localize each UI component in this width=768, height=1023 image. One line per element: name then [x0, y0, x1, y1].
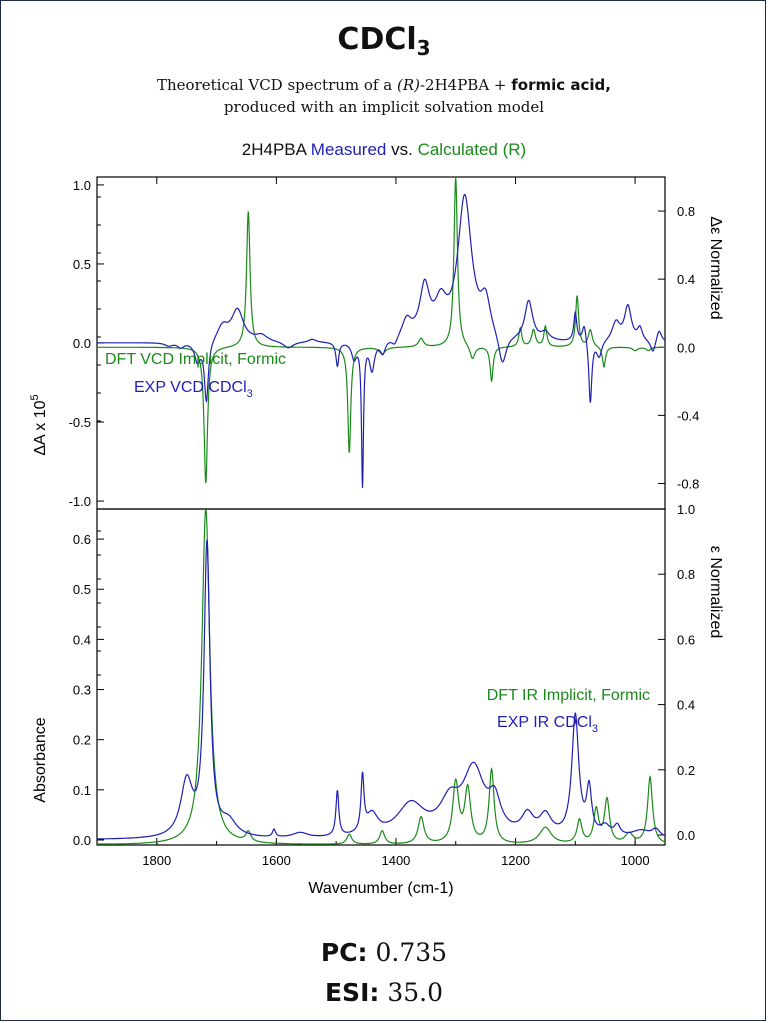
x-axis-label: Wavenumber (cm-1): [308, 880, 453, 897]
subtitle-line-1: Theoretical VCD spectrum of a (R)-2H4PBA…: [157, 76, 611, 94]
vcd-calculated-line: [97, 177, 665, 484]
ir-ticks: 0.6 0.5 0.4 0.3 0.2 0.1 0.0 1.0 0.8 0.6 0.4 0.2 0.0 1…: [73, 177, 695, 868]
vcd-right-tick-label: 0.8: [677, 204, 695, 219]
vcd-left-tick-label: 0.5: [73, 257, 91, 272]
subtitle-line-2: produced with an implicit solvation mode…: [223, 98, 545, 116]
svg-text:ε Normalized: ε Normalized: [707, 546, 724, 639]
ir-left-tick-label: 0.2: [73, 733, 91, 748]
x-tick-label: 1800: [142, 853, 171, 868]
ir-left-tick-label: 0.1: [73, 783, 91, 798]
svg-text:ΔA x 105: ΔA x 105: [29, 394, 49, 455]
svg-text:Δε Normalized: Δε Normalized: [707, 216, 724, 319]
svg-text:Absorbance: Absorbance: [32, 717, 49, 802]
ir-right-tick-label: 0.0: [677, 828, 695, 843]
ir-left-axis-label: Absorbance: [32, 717, 49, 802]
ir-right-tick-label: 0.2: [677, 763, 695, 778]
x-tick-label: 1000: [621, 853, 650, 868]
vcd-legend-calculated: DFT VCD Implicit, Formic: [105, 351, 286, 368]
ir-left-tick-label: 0.4: [73, 632, 91, 647]
x-tick-label: 1200: [501, 853, 530, 868]
ir-left-tick-label: 0.5: [73, 582, 91, 597]
ir-right-tick-label: 0.6: [677, 632, 695, 647]
vcd-left-tick-label: -1.0: [69, 494, 91, 509]
ir-right-tick-label: 1.0: [677, 502, 695, 517]
ir-right-tick-label: 0.4: [677, 698, 695, 713]
vcd-left-axis-label: ΔA x 105: [29, 394, 49, 455]
ir-legend-measured: EXP IR CDCl3: [497, 714, 598, 735]
ir-panel-frame: [96, 508, 666, 846]
vcd-ticks: 1.0 0.5 0.0 -0.5 -1.0 0.8 0.4 0.0 -0.4 -0.8: [69, 178, 700, 509]
ir-left-tick-label: 0.6: [73, 532, 91, 547]
vcd-right-tick-label: -0.4: [677, 408, 699, 423]
vcd-left-tick-label: -0.5: [69, 415, 91, 430]
vcd-legend-measured: EXP VCD CDCl3: [134, 379, 253, 400]
ir-calculated-line: [97, 509, 666, 845]
vcd-right-tick-label: 0.0: [677, 340, 695, 355]
ir-left-tick-label: 0.0: [73, 833, 91, 848]
vcd-left-tick-label: 0.0: [73, 336, 91, 351]
page-title: CDCl3: [337, 22, 431, 60]
esi-metric: ESI: 35.0: [324, 978, 443, 1007]
x-tick-label: 1400: [381, 853, 410, 868]
vcd-right-axis-label: Δε Normalized: [707, 216, 724, 319]
comparison-legend: 2H4PBA Measured vs. Calculated (R): [241, 140, 527, 159]
vcd-right-tick-label: -0.8: [677, 476, 699, 491]
ir-right-tick-label: 0.8: [677, 567, 695, 582]
vcd-measured-line: [97, 193, 666, 488]
ir-left-tick-label: 0.3: [73, 683, 91, 698]
ir-measured-line: [97, 539, 666, 840]
vcd-left-tick-label: 1.0: [73, 178, 91, 193]
pc-metric: PC: 0.735: [320, 938, 448, 967]
x-tick-label: 1600: [262, 853, 291, 868]
vcd-right-tick-label: 0.4: [677, 272, 695, 287]
vcd-panel-frame: [96, 176, 666, 510]
ir-legend-calculated: DFT IR Implicit, Formic: [487, 687, 650, 704]
ir-right-axis-label: ε Normalized: [707, 546, 724, 639]
